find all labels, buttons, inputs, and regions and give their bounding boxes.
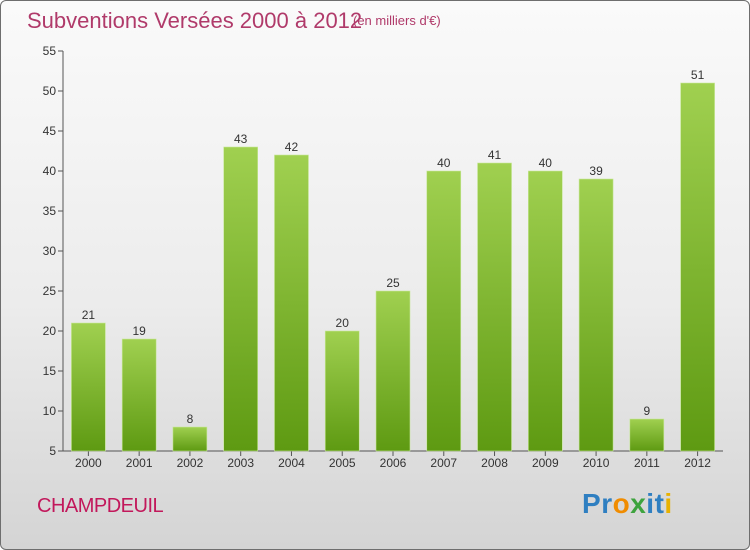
x-tick-label: 2000 <box>75 456 102 470</box>
logo-letter: x <box>630 488 647 519</box>
data-label: 51 <box>691 68 705 82</box>
bar <box>426 170 462 452</box>
y-tick-label: 20 <box>43 324 57 338</box>
x-axis: 2000 2001 2002 2003 2004 2005 2006 2007 2008 2009… <box>63 450 723 470</box>
bar <box>528 170 563 452</box>
x-tick-label: 2001 <box>126 456 153 470</box>
data-label: 40 <box>437 156 451 170</box>
data-label: 19 <box>132 324 146 338</box>
data-label: 42 <box>285 140 299 154</box>
y-tick-label: 15 <box>43 364 57 378</box>
y-tick-label: 35 <box>43 204 57 218</box>
x-tick-label: 2007 <box>430 456 457 470</box>
bar <box>223 146 258 452</box>
x-tick-label: 2010 <box>583 456 610 470</box>
data-label: 40 <box>539 156 553 170</box>
x-tick-label: 2006 <box>380 456 407 470</box>
chart-subtitle: (en milliers d'€) <box>353 13 441 28</box>
y-tick-label: 55 <box>43 44 57 58</box>
x-tick-label: 2008 <box>481 456 508 470</box>
data-label: 9 <box>644 404 651 418</box>
logo-letter: o <box>612 488 631 519</box>
bar <box>375 290 411 452</box>
y-tick-label: 5 <box>49 444 56 458</box>
proxiti-logo: Proxiti <box>582 488 673 520</box>
data-label: 21 <box>82 308 96 322</box>
bar <box>172 426 208 452</box>
chart-title: Subventions Versées 2000 à 2012 <box>27 8 363 33</box>
bar <box>680 82 715 452</box>
x-tick-label: 2005 <box>329 456 356 470</box>
data-label: 8 <box>187 412 194 426</box>
y-tick-label: 40 <box>43 164 57 178</box>
data-label: 39 <box>589 164 603 178</box>
x-tick-label: 2012 <box>684 456 711 470</box>
y-tick-label: 50 <box>43 84 57 98</box>
x-tick-label: 2002 <box>177 456 204 470</box>
y-tick-label: 30 <box>43 244 57 258</box>
bars-group: 21 19 8 43 42 20 25 40 41 40 39 9 51 <box>71 68 715 452</box>
bar <box>71 322 106 452</box>
y-tick-label: 25 <box>43 284 57 298</box>
logo-letter: r <box>601 488 613 519</box>
x-tick-label: 2003 <box>227 456 254 470</box>
logo-letter: t <box>654 488 665 519</box>
x-tick-label: 2004 <box>278 456 305 470</box>
bar <box>121 338 157 452</box>
bar <box>324 330 360 452</box>
data-label: 43 <box>234 132 248 146</box>
y-tick-label: 10 <box>43 404 57 418</box>
bar <box>629 418 665 452</box>
logo-letter: i <box>646 488 655 519</box>
data-label: 25 <box>386 276 400 290</box>
bar <box>477 162 512 452</box>
bar <box>578 178 614 452</box>
y-axis: 5 10 15 20 25 30 35 40 45 50 55 <box>43 44 64 458</box>
logo-letter: P <box>582 488 602 519</box>
bar <box>274 154 309 452</box>
x-tick-label: 2009 <box>532 456 559 470</box>
logo-letter: i <box>664 488 673 519</box>
y-tick-label: 45 <box>43 124 57 138</box>
data-label: 20 <box>336 316 350 330</box>
commune-name: CHAMPDEUIL <box>37 495 164 517</box>
x-tick-label: 2011 <box>634 456 660 470</box>
data-label: 41 <box>488 148 502 162</box>
